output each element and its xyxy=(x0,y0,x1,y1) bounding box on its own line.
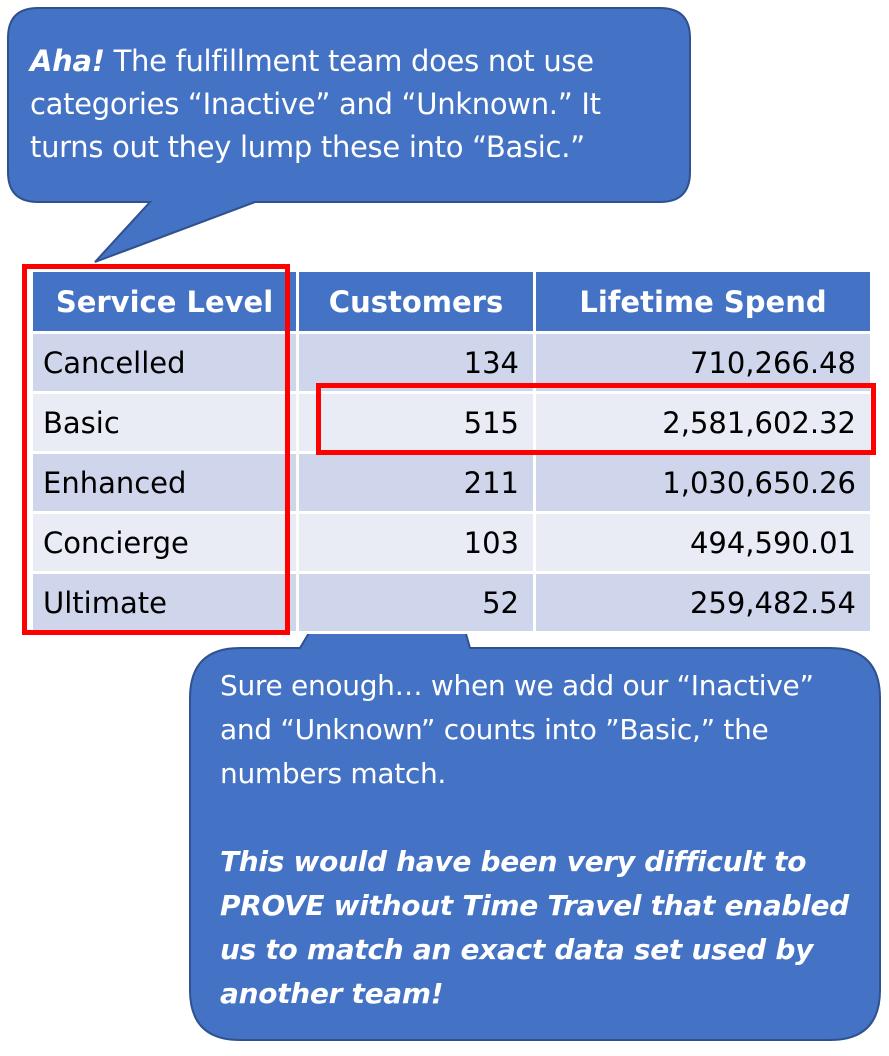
table-row: Enhanced 211 1,030,650.26 xyxy=(30,451,873,514)
cell-service-level: Concierge xyxy=(30,511,299,574)
bottom-callout-text: Sure enough… when we add our “Inactive” … xyxy=(220,664,860,1016)
header-service-level: Service Level xyxy=(30,269,299,334)
basic-row-highlight xyxy=(316,383,876,455)
cell-lifetime-spend: 259,482.54 xyxy=(533,571,873,634)
bottom-callout-body: Sure enough… when we add our “Inactive” … xyxy=(220,669,814,790)
cell-customers: 515 xyxy=(296,391,536,454)
table-row: Ultimate 52 259,482.54 xyxy=(30,571,873,634)
table-header-row: Service Level Customers Lifetime Spend xyxy=(30,269,873,334)
cell-service-level: Ultimate xyxy=(30,571,299,634)
top-callout-text: Aha! The fulfillment team does not use c… xyxy=(30,40,680,169)
table-row: Concierge 103 494,590.01 xyxy=(30,511,873,574)
header-lifetime-spend: Lifetime Spend xyxy=(533,269,873,334)
cell-customers: 103 xyxy=(296,511,536,574)
cell-service-level: Basic xyxy=(30,391,299,454)
top-callout-lead: Aha! xyxy=(30,44,105,78)
service-level-table: Service Level Customers Lifetime Spend C… xyxy=(30,269,873,634)
cell-customers: 52 xyxy=(296,571,536,634)
top-callout-body: The fulfillment team does not use catego… xyxy=(30,44,601,164)
cell-customers: 211 xyxy=(296,451,536,514)
table-row: Basic 515 2,581,602.32 xyxy=(30,391,873,454)
top-callout-bubble xyxy=(7,7,691,263)
cell-service-level: Cancelled xyxy=(30,331,299,394)
cell-lifetime-spend: 2,581,602.32 xyxy=(533,391,873,454)
service-level-column-highlight xyxy=(22,264,290,635)
table-row: Cancelled 134 710,266.48 xyxy=(30,331,873,394)
bottom-callout-emphasis: This would have been very difficult to P… xyxy=(220,845,849,1010)
cell-service-level: Enhanced xyxy=(30,451,299,514)
header-customers: Customers xyxy=(296,269,536,334)
cell-lifetime-spend: 1,030,650.26 xyxy=(533,451,873,514)
cell-lifetime-spend: 494,590.01 xyxy=(533,511,873,574)
